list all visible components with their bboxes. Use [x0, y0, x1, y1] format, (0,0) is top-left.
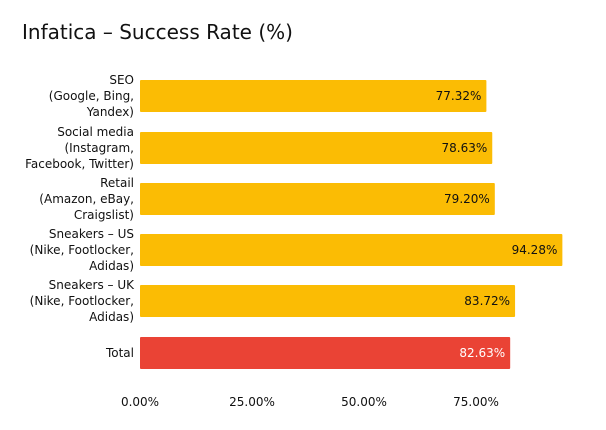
data-label: 82.63% — [459, 346, 505, 360]
data-label: 94.28% — [512, 243, 558, 257]
x-tick-label: 25.00% — [229, 395, 275, 409]
bar — [140, 285, 516, 317]
category-label: Total — [105, 346, 134, 360]
bar — [140, 183, 495, 215]
data-label: 83.72% — [464, 294, 510, 308]
category-label: SEO (Google, Bing, Yandex) — [49, 73, 134, 119]
x-tick-label: 75.00% — [453, 395, 499, 409]
bar — [140, 234, 563, 266]
category-label: Sneakers – UK (Nike, Footlocker, Adidas) — [30, 278, 135, 324]
category-label: Sneakers – US (Nike, Footlocker, Adidas) — [30, 227, 134, 273]
data-label: 79.20% — [444, 192, 490, 206]
category-label: Retail (Amazon, eBay, Craigslist) — [39, 176, 134, 222]
x-tick-label: 0.00% — [121, 395, 159, 409]
bar — [140, 132, 493, 164]
bar — [140, 337, 511, 369]
category-label: Social media (Instagram, Facebook, Twitter… — [25, 125, 134, 171]
data-label: 78.63% — [441, 141, 487, 155]
bar — [140, 80, 487, 112]
chart-title: Infatica – Success Rate (%) — [22, 20, 293, 44]
data-label: 77.32% — [436, 89, 482, 103]
x-tick-label: 50.00% — [341, 395, 387, 409]
